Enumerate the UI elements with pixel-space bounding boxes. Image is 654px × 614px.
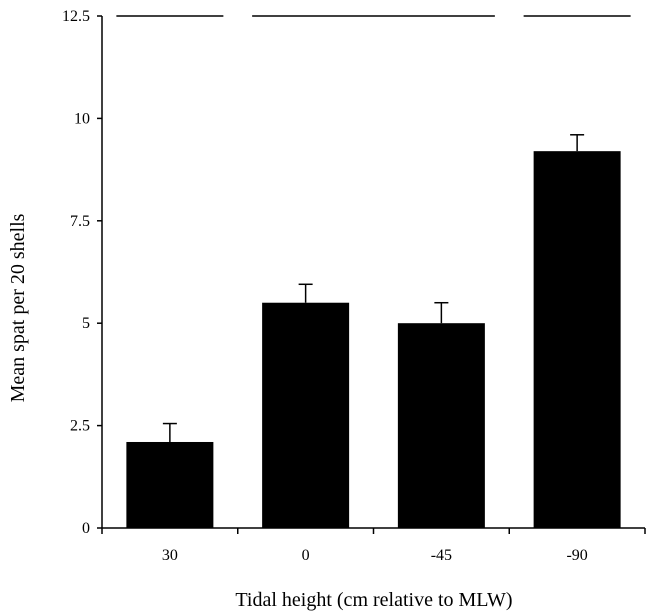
y-tick-label: 7.5	[70, 213, 90, 230]
error-bars	[162, 134, 585, 442]
bars	[126, 151, 621, 528]
x-tick-label: -45	[431, 547, 452, 564]
x-tick-label: 0	[302, 547, 310, 564]
bar	[262, 302, 350, 528]
bar	[533, 151, 621, 528]
bar	[126, 441, 214, 528]
x-axis-label: Tidal height (cm relative to MLW)	[235, 589, 512, 611]
x-tick-label: 30	[162, 547, 178, 564]
y-tick-label: 10	[74, 110, 90, 127]
x-tick-label: -90	[566, 547, 587, 564]
y-axis: 0 2.5 5 7.5 10 12.5	[62, 8, 103, 537]
y-axis-label: Mean spat per 20 shells	[7, 213, 29, 402]
y-tick-label: 0	[82, 520, 90, 537]
y-tick-label: 5	[82, 315, 90, 332]
y-tick-label: 2.5	[70, 418, 90, 435]
y-tick-label: 12.5	[62, 8, 90, 25]
x-axis: 30 0 -45 -90	[101, 527, 646, 564]
bar	[397, 323, 485, 528]
